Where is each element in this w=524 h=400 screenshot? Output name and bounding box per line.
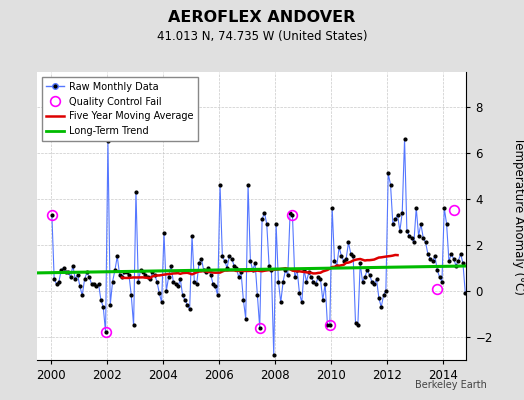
Text: AEROFLEX ANDOVER: AEROFLEX ANDOVER <box>168 10 356 25</box>
Y-axis label: Temperature Anomaly (°C): Temperature Anomaly (°C) <box>512 137 524 295</box>
Legend: Raw Monthly Data, Quality Control Fail, Five Year Moving Average, Long-Term Tren: Raw Monthly Data, Quality Control Fail, … <box>41 77 198 141</box>
Text: Berkeley Earth: Berkeley Earth <box>416 380 487 390</box>
Text: 41.013 N, 74.735 W (United States): 41.013 N, 74.735 W (United States) <box>157 30 367 43</box>
